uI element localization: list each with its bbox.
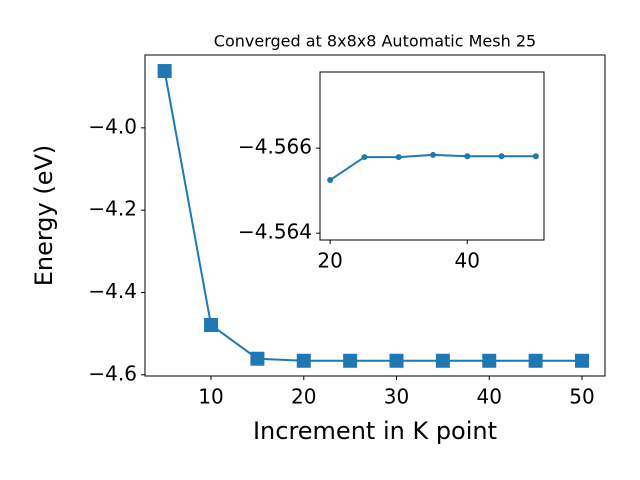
y-tick-label: −4.566 — [238, 135, 312, 159]
y-tick-label: −4.2 — [88, 197, 137, 221]
y-tick-label: −4.0 — [88, 114, 137, 138]
x-tick-label: 50 — [569, 385, 594, 409]
data-point — [528, 353, 543, 368]
chart-title: Converged at 8x8x8 Automatic Mesh 25 — [214, 32, 536, 51]
x-tick-label: 20 — [317, 249, 342, 273]
x-tick-label: 30 — [384, 385, 409, 409]
data-point — [204, 317, 219, 332]
data-point — [389, 353, 404, 368]
x-tick-label: 10 — [198, 385, 223, 409]
y-tick-label: −4.564 — [238, 220, 312, 244]
data-point — [157, 64, 172, 79]
x-tick-label: 20 — [291, 385, 316, 409]
x-tick-label: 40 — [477, 385, 502, 409]
data-point — [532, 153, 539, 160]
data-point — [395, 154, 402, 161]
data-point — [361, 154, 368, 161]
y-tick-label: −4.6 — [88, 361, 137, 385]
data-point — [429, 151, 436, 158]
x-tick-label: 40 — [455, 249, 480, 273]
data-line — [163, 70, 582, 362]
data-point — [575, 353, 589, 368]
y-tick-label: −4.4 — [88, 279, 137, 303]
data-point — [482, 353, 497, 368]
x-axis-label: Increment in K point — [253, 417, 497, 445]
data-point — [343, 353, 358, 368]
data-point — [327, 177, 334, 184]
data-point — [435, 353, 450, 368]
y-axis-label: Energy (eV) — [30, 145, 58, 287]
data-point — [250, 351, 265, 366]
data-point — [498, 153, 505, 160]
data-point — [464, 153, 471, 160]
data-point — [296, 353, 311, 368]
